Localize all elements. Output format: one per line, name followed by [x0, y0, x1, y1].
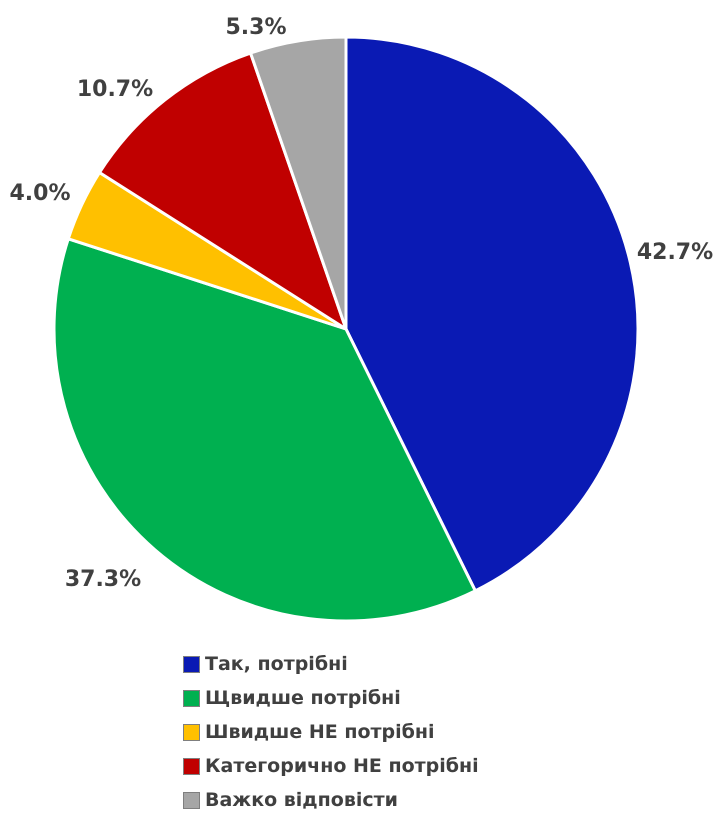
legend-swatch: [183, 723, 200, 741]
legend-label: Категорично НЕ потрібні: [205, 755, 479, 777]
pie-slices: [52, 35, 640, 623]
legend-swatch: [183, 791, 200, 809]
legend-swatch: [183, 757, 200, 775]
legend-swatch: [183, 655, 200, 673]
legend-item-vazhko-vidpovisty: Важко відповісти: [183, 786, 479, 814]
legend-item-tak-potribni: Так, потрібні: [183, 650, 479, 678]
data-label-katehorychno-ne-potribni: 10.7%: [77, 77, 153, 102]
slice-katehorychno-ne-potribni: [97, 51, 348, 331]
data-label-shchvydshe-potribni: 37.3%: [65, 567, 141, 592]
legend: Так, потрібні Щвидше потрібні Швидше НЕ …: [183, 650, 479, 820]
legend-item-shchvydshe-potribni: Щвидше потрібні: [183, 684, 479, 712]
legend-label: Так, потрібні: [205, 653, 348, 675]
legend-label: Щвидше потрібні: [205, 687, 401, 709]
data-label-shvydshe-ne-potribni: 4.0%: [9, 181, 70, 206]
legend-label: Швидше НЕ потрібні: [205, 721, 435, 743]
data-label-vazhko-vidpovisty: 5.3%: [225, 15, 286, 40]
pie-data-labels: 42.7% 37.3% 4.0% 10.7% 5.3%: [9, 15, 713, 592]
legend-label: Важко відповісти: [205, 789, 398, 811]
legend-item-katehorychno-ne-potribni: Категорично НЕ потрібні: [183, 752, 479, 780]
slice-tak-potribni: [344, 35, 640, 593]
legend-item-shvydshe-ne-potribni: Швидше НЕ потрібні: [183, 718, 479, 746]
slice-shchvydshe-potribni: [52, 237, 477, 623]
slice-vazhko-vidpovisty: [249, 35, 348, 331]
legend-swatch: [183, 689, 200, 707]
data-label-tak-potribni: 42.7%: [637, 240, 713, 265]
